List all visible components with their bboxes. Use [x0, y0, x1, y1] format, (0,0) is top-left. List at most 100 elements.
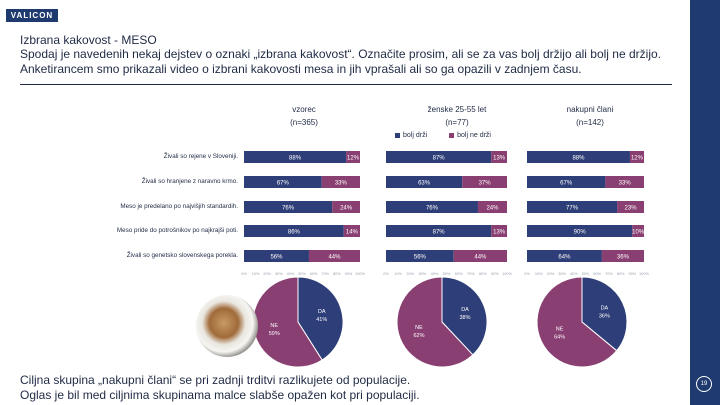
chart-legend: bolj drži bolj ne drži [395, 132, 491, 139]
bar-label-pos: 86% [288, 230, 301, 236]
bar-label-pos: 90% [574, 230, 587, 236]
axis-tick-label: 90% [628, 272, 636, 276]
category-label: Živali so genetsko slovenskega porekla. [126, 252, 238, 259]
bar-segment-pos [527, 250, 602, 262]
bar-label-neg: 14% [346, 230, 359, 236]
bar-segment-neg [491, 151, 507, 163]
axis-tick-label: 90% [491, 272, 499, 276]
axis-tick-label: 30% [558, 272, 566, 276]
bar-segment-neg [629, 151, 644, 163]
axis-tick-label: 90% [345, 272, 353, 276]
bar-segment-neg [605, 176, 644, 188]
pie-label-name: DA [601, 305, 609, 311]
bar-segment-pos [386, 250, 454, 262]
pie-slice-da [297, 276, 344, 361]
category-label: Živali so hranjene z naravno krmo. [141, 178, 238, 185]
footer-notes: Ciljna skupina „nakupni člani“ se pri za… [20, 373, 660, 403]
bar-segment-pos [386, 151, 492, 163]
bar-segment-neg [332, 201, 360, 213]
bar-label-pos: 67% [277, 181, 290, 187]
bar-label-pos: 77% [566, 206, 579, 212]
bar-segment-pos [386, 201, 478, 213]
bar-segment-pos [386, 225, 492, 237]
bar-label-neg: 44% [328, 255, 341, 261]
food-photo [196, 295, 258, 357]
axis-tick-label: 0% [383, 272, 389, 276]
bar-segment-pos [244, 225, 344, 237]
bar-segment-neg [453, 250, 507, 262]
bar-segment-neg [321, 176, 360, 188]
legend-item-neg: bolj ne drži [449, 132, 491, 139]
bar-segment-neg [477, 201, 507, 213]
bar-label-neg: 44% [474, 255, 487, 261]
pie-label-name: DA [461, 307, 469, 313]
axis-tick-label: 40% [287, 272, 295, 276]
page-number: 19 [696, 376, 712, 392]
legend-swatch-pos [395, 133, 400, 138]
pie-label-value: 36% [599, 313, 610, 319]
pie-label-value: 41% [316, 317, 327, 323]
axis-tick-label: 60% [593, 272, 601, 276]
bar-segment-neg [632, 225, 644, 237]
bar-label-neg: 12% [631, 156, 644, 162]
bar-segment-pos [244, 250, 309, 262]
footer-line-1: Ciljna skupina „nakupni člani“ se pri za… [20, 373, 411, 387]
axis-tick-label: 50% [582, 272, 590, 276]
side-accent-bar [690, 0, 720, 405]
category-label: Živali so rejene v Sloveniji. [163, 153, 238, 160]
bar-label-neg: 36% [617, 255, 630, 261]
bar-segment-neg [346, 151, 360, 163]
pie-slice-ne [396, 276, 474, 368]
footer-line-2: Oglas je bil med ciljnima skupinama malc… [20, 388, 420, 402]
bar-label-pos: 87% [433, 230, 446, 236]
axis-tick-label: 80% [333, 272, 341, 276]
pie-label-value: 59% [269, 331, 280, 337]
bar-label-neg: 37% [479, 181, 492, 187]
bar-label-neg: 24% [486, 206, 499, 212]
axis-tick-label: 0% [241, 272, 247, 276]
pie-slice-da [441, 276, 488, 356]
bar-segment-pos [527, 201, 618, 213]
bar-label-pos: 56% [270, 255, 283, 261]
pie-label-value: 64% [554, 335, 565, 341]
bar-segment-pos [244, 201, 333, 213]
axis-tick-label: 50% [443, 272, 451, 276]
pie-label-value: 38% [460, 315, 471, 321]
bar-label-pos: 63% [418, 181, 431, 187]
axis-tick-label: 100% [355, 272, 365, 276]
group-n: (n=77) [445, 118, 469, 127]
brand-logo: VALICON [6, 9, 58, 22]
bar-label-neg: 33% [335, 181, 348, 187]
pie-label-value: 62% [413, 333, 424, 339]
pie-slice-da [581, 276, 628, 352]
pie-slice-ne [536, 276, 618, 368]
axis-tick-label: 80% [479, 272, 487, 276]
page-title: Izbrana kakovost - MESO [20, 33, 157, 47]
axis-tick-label: 80% [617, 272, 625, 276]
category-label: Meso pride do potrošnikov po najkrajši p… [116, 227, 238, 234]
axis-tick-label: 40% [570, 272, 578, 276]
axis-tick-label: 20% [547, 272, 555, 276]
bar-segment-pos [244, 176, 322, 188]
axis-tick-label: 70% [321, 272, 329, 276]
bar-label-pos: 76% [426, 206, 439, 212]
bar-label-pos: 88% [572, 156, 585, 162]
bar-segment-pos [527, 151, 630, 163]
bar-label-neg: 24% [340, 206, 353, 212]
bar-label-neg: 12% [347, 156, 360, 162]
legend-swatch-neg [449, 133, 455, 138]
axis-tick-label: 70% [605, 272, 613, 276]
bar-segment-neg [462, 176, 507, 188]
bar-segment-pos [527, 225, 633, 237]
page-subtitle: Spodaj je navedenih nekaj dejstev o ozna… [20, 47, 661, 76]
group-header-vzorec: vzorec (n=365) [259, 103, 349, 129]
bar-segment-pos [527, 176, 606, 188]
axis-tick-label: 10% [394, 272, 402, 276]
axis-tick-label: 40% [431, 272, 439, 276]
group-name: vzorec [292, 105, 316, 114]
pie-slice-ne [252, 276, 323, 368]
bar-segment-pos [244, 151, 347, 163]
pie-label-name: NE [270, 323, 278, 329]
axis-tick-label: 10% [252, 272, 260, 276]
category-label: Meso je predelano po najvišjih standardi… [120, 203, 238, 210]
